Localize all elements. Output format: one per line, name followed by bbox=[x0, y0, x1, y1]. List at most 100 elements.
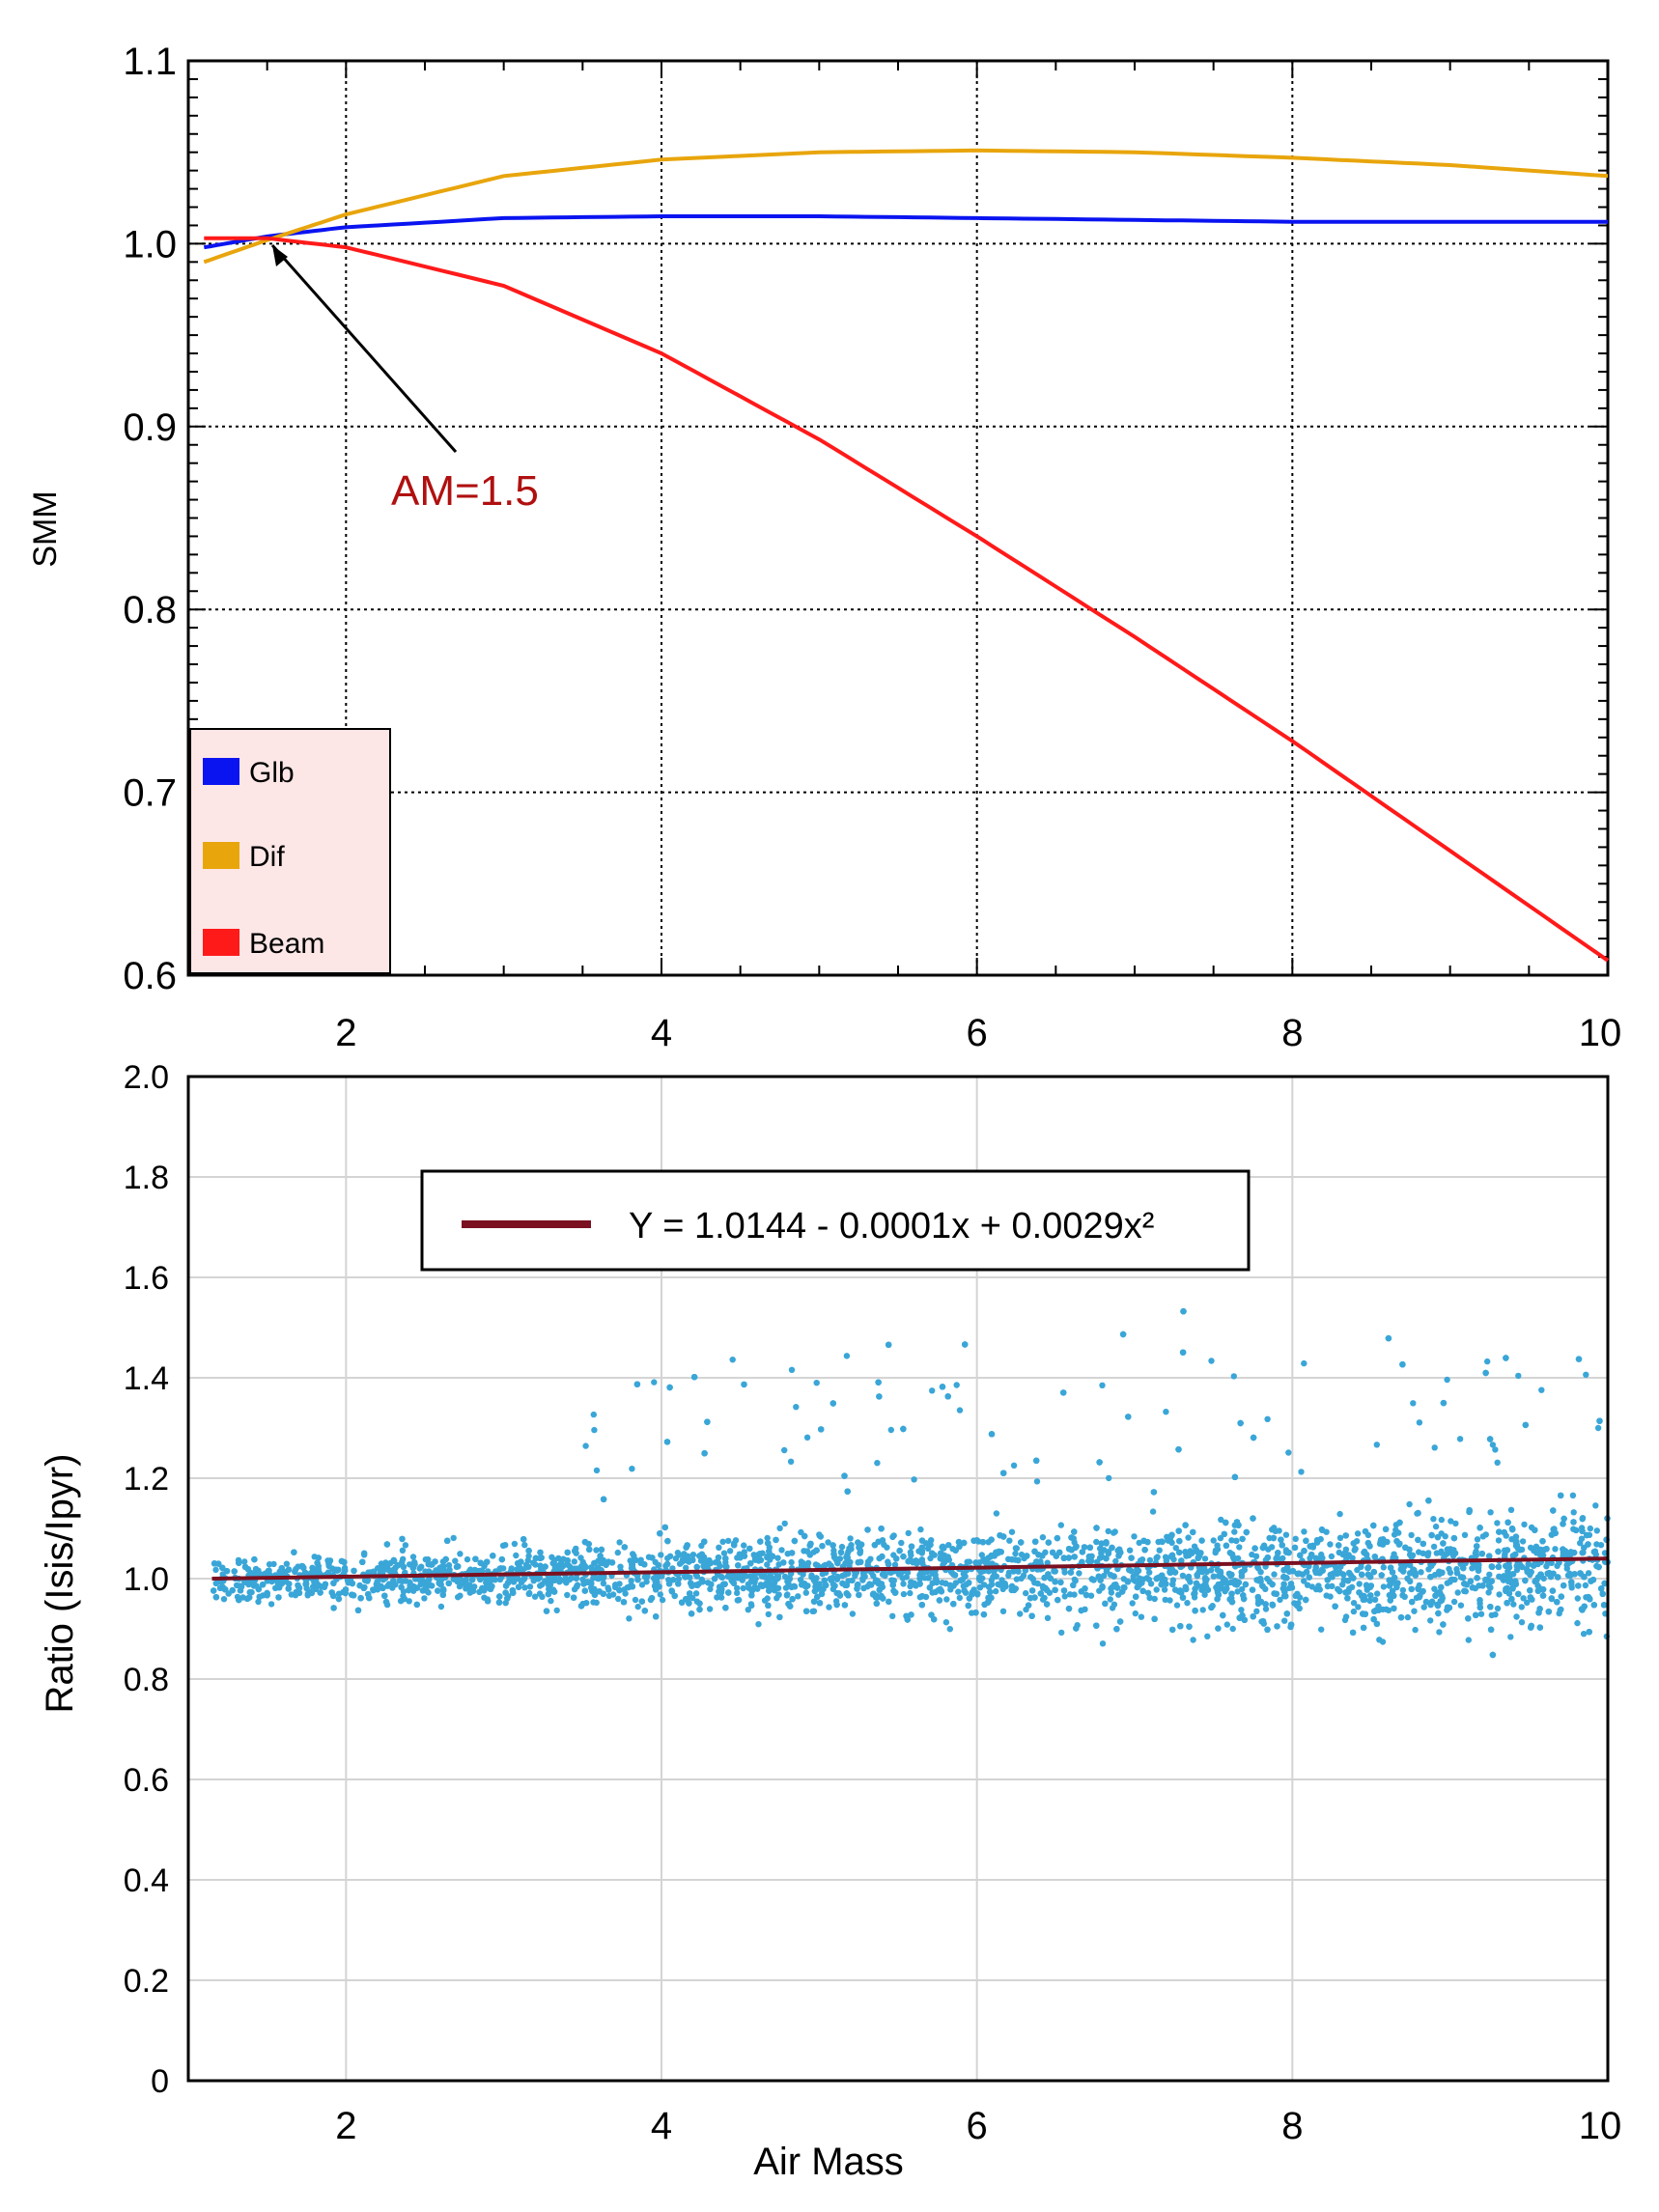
scatter-point bbox=[1585, 1593, 1592, 1601]
scatter-point bbox=[425, 1555, 432, 1563]
scatter-point bbox=[630, 1551, 636, 1557]
scatter-point bbox=[849, 1610, 857, 1617]
scatter-point bbox=[1389, 1569, 1396, 1576]
scatter-point bbox=[1126, 1547, 1134, 1554]
scatter-point bbox=[634, 1603, 641, 1610]
scatter-point bbox=[1501, 1528, 1507, 1536]
scatter-point bbox=[746, 1545, 753, 1553]
scatter-point bbox=[1410, 1400, 1417, 1407]
scatter-point bbox=[757, 1538, 764, 1545]
scatter-point bbox=[1176, 1537, 1183, 1545]
scatter-point bbox=[1070, 1582, 1077, 1589]
scatter-point bbox=[988, 1536, 995, 1543]
scatter-point bbox=[828, 1562, 834, 1570]
scatter-point bbox=[1438, 1583, 1445, 1591]
scatter-point bbox=[407, 1582, 413, 1589]
scatter-point bbox=[696, 1600, 703, 1607]
scatter-point bbox=[464, 1555, 471, 1563]
scatter-point bbox=[1461, 1531, 1469, 1539]
scatter-point bbox=[342, 1586, 350, 1593]
scatter-point bbox=[219, 1564, 226, 1572]
scatter-point bbox=[402, 1578, 409, 1584]
scatter-point bbox=[1037, 1590, 1045, 1597]
scatter-point bbox=[1027, 1574, 1034, 1581]
scatter-point bbox=[956, 1594, 963, 1602]
scatter-point bbox=[1588, 1578, 1594, 1584]
scatter-point bbox=[1507, 1506, 1515, 1514]
scatter-point bbox=[564, 1557, 571, 1564]
scatter-point bbox=[900, 1590, 908, 1598]
scatter-point bbox=[1105, 1550, 1112, 1557]
scatter-point bbox=[1432, 1523, 1440, 1530]
scatter-point bbox=[1238, 1607, 1245, 1613]
scatter-point bbox=[782, 1584, 790, 1591]
scatter-point bbox=[1581, 1544, 1588, 1552]
scatter-point bbox=[1549, 1587, 1557, 1594]
scatter-point bbox=[1539, 1538, 1546, 1545]
scatter-point bbox=[1378, 1536, 1385, 1543]
scatter-point bbox=[1044, 1559, 1051, 1566]
scatter-point bbox=[1223, 1580, 1231, 1587]
scatter-point bbox=[1449, 1553, 1457, 1559]
scatter-point bbox=[317, 1589, 323, 1596]
scatter-point bbox=[1190, 1637, 1196, 1643]
scatter-point bbox=[775, 1591, 782, 1598]
scatter-point bbox=[589, 1566, 596, 1573]
scatter-point bbox=[729, 1357, 736, 1363]
scatter-point bbox=[828, 1577, 834, 1583]
scatter-point bbox=[1044, 1614, 1052, 1622]
scatter-point bbox=[1495, 1537, 1503, 1544]
scatter-point bbox=[860, 1584, 867, 1592]
scatter-point bbox=[1067, 1569, 1075, 1576]
scatter-point bbox=[605, 1586, 612, 1593]
scatter-point bbox=[898, 1539, 905, 1547]
scatter-point bbox=[1025, 1602, 1032, 1609]
smm-y-tick-label: 0.6 bbox=[123, 955, 177, 997]
scatter-point bbox=[398, 1583, 405, 1591]
scatter-point bbox=[1344, 1595, 1351, 1602]
scatter-point bbox=[1465, 1615, 1472, 1622]
scatter-point bbox=[1291, 1544, 1299, 1552]
scatter-point bbox=[1552, 1546, 1559, 1553]
scatter-point bbox=[1561, 1582, 1567, 1589]
scatter-point bbox=[1536, 1624, 1544, 1631]
scatter-point bbox=[1569, 1492, 1577, 1499]
scatter-point bbox=[793, 1404, 800, 1411]
smm-line-beam bbox=[204, 236, 1610, 963]
scatter-point bbox=[1434, 1533, 1442, 1541]
scatter-point bbox=[1355, 1604, 1362, 1610]
scatter-point bbox=[1303, 1596, 1309, 1604]
scatter-point bbox=[413, 1601, 420, 1609]
scatter-point bbox=[891, 1561, 899, 1568]
scatter-point bbox=[267, 1601, 275, 1608]
scatter-point bbox=[1442, 1533, 1448, 1540]
scatter-point bbox=[390, 1582, 398, 1588]
scatter-point bbox=[1296, 1605, 1303, 1612]
scatter-point bbox=[1494, 1605, 1502, 1612]
scatter-point bbox=[1430, 1516, 1437, 1523]
scatter-point bbox=[515, 1583, 522, 1590]
scatter-point bbox=[1579, 1515, 1587, 1522]
scatter-point bbox=[1548, 1531, 1556, 1538]
scatter-point bbox=[615, 1595, 622, 1603]
scatter-point bbox=[1411, 1608, 1418, 1614]
scatter-point bbox=[1528, 1624, 1534, 1631]
scatter-point bbox=[588, 1581, 595, 1587]
scatter-point bbox=[421, 1595, 428, 1602]
scatter-point bbox=[1264, 1415, 1271, 1423]
scatter-point bbox=[802, 1589, 809, 1596]
scatter-point bbox=[797, 1577, 804, 1583]
scatter-point bbox=[1599, 1590, 1606, 1598]
scatter-point bbox=[932, 1588, 939, 1596]
scatter-point bbox=[1587, 1525, 1594, 1532]
scatter-point bbox=[1192, 1590, 1198, 1597]
scatter-point bbox=[1583, 1531, 1590, 1539]
scatter-point bbox=[970, 1537, 977, 1544]
smm-chart: 0.60.70.80.91.01.1 2 4 6 8 10 SMM Glb Dif Be… bbox=[27, 41, 1621, 1054]
scatter-point bbox=[699, 1579, 706, 1585]
scatter-point bbox=[1301, 1548, 1308, 1554]
scatter-point bbox=[1149, 1508, 1157, 1515]
scatter-point bbox=[993, 1587, 999, 1595]
scatter-point bbox=[692, 1590, 700, 1597]
scatter-point bbox=[1005, 1572, 1012, 1580]
